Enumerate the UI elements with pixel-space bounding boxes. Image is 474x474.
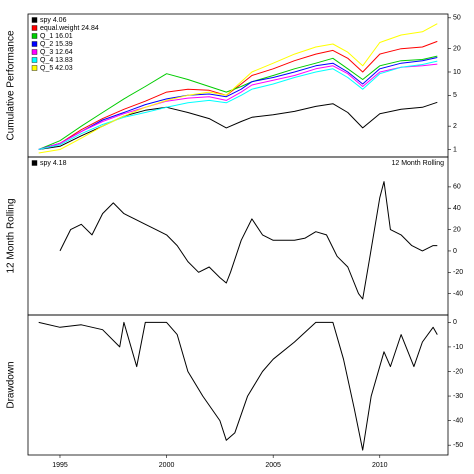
y-tick-label: -10 bbox=[453, 344, 463, 351]
legend-label: Q_1 16.01 bbox=[40, 33, 73, 40]
y-tick-label: 5 bbox=[453, 92, 457, 99]
y-tick-label: 1 bbox=[453, 146, 457, 153]
series-line bbox=[59, 181, 438, 300]
y-tick-label: 60 bbox=[453, 184, 461, 191]
x-tick-label: 2000 bbox=[159, 462, 175, 469]
legend-label: Q_4 13.83 bbox=[40, 57, 73, 64]
legend-swatch bbox=[31, 57, 38, 63]
y-tick-label: -20 bbox=[453, 368, 463, 375]
series-line bbox=[38, 40, 438, 150]
y-tick-label: 0 bbox=[453, 319, 457, 326]
legend-swatch bbox=[31, 25, 38, 31]
legend-label: spy 4.18 bbox=[40, 160, 67, 167]
legend-label: spy 4.06 bbox=[40, 17, 67, 24]
y-tick-label: 20 bbox=[453, 226, 461, 233]
y-tick-label: 0 bbox=[453, 248, 457, 255]
y-tick-label: 2 bbox=[453, 123, 457, 130]
legend-swatch bbox=[31, 160, 38, 166]
legend-label: Q_3 12.64 bbox=[40, 49, 73, 56]
panel-frame bbox=[27, 13, 449, 158]
legend-swatch bbox=[31, 41, 38, 47]
y-tick-label: -40 bbox=[453, 290, 463, 297]
y-tick-label: 20 bbox=[453, 45, 461, 52]
legend-label: equal.weight 24.84 bbox=[40, 25, 99, 32]
panel-frame bbox=[27, 156, 449, 316]
series-line bbox=[38, 57, 438, 150]
legend-swatch bbox=[31, 33, 38, 39]
x-tick-label: 2005 bbox=[265, 462, 281, 469]
y-axis-label: 12 Month Rolling bbox=[6, 198, 17, 273]
legend-swatch bbox=[31, 17, 38, 23]
y-axis-label: Drawdown bbox=[6, 361, 17, 408]
series-line bbox=[38, 55, 438, 150]
series-line bbox=[38, 321, 438, 451]
legend-swatch bbox=[31, 49, 38, 55]
panel-frame bbox=[27, 314, 449, 456]
x-tick-label: 2010 bbox=[372, 462, 388, 469]
x-tick-label: 1995 bbox=[52, 462, 68, 469]
legend-label: Q_2 15.39 bbox=[40, 41, 73, 48]
y-axis-label: Cumulative Performance bbox=[6, 30, 17, 140]
y-tick-label: -20 bbox=[453, 269, 463, 276]
y-tick-label: 10 bbox=[453, 69, 461, 76]
legend-label: Q_5 42.03 bbox=[40, 65, 73, 72]
series-line bbox=[38, 63, 438, 150]
y-tick-label: 40 bbox=[453, 205, 461, 212]
annotation: 12 Month Rolling bbox=[391, 160, 444, 167]
y-tick-label: -30 bbox=[453, 393, 463, 400]
y-tick-label: 50 bbox=[453, 15, 461, 22]
y-tick-label: -50 bbox=[453, 442, 463, 449]
y-tick-label: -40 bbox=[453, 417, 463, 424]
series-line bbox=[38, 23, 438, 154]
legend-swatch bbox=[31, 65, 38, 71]
